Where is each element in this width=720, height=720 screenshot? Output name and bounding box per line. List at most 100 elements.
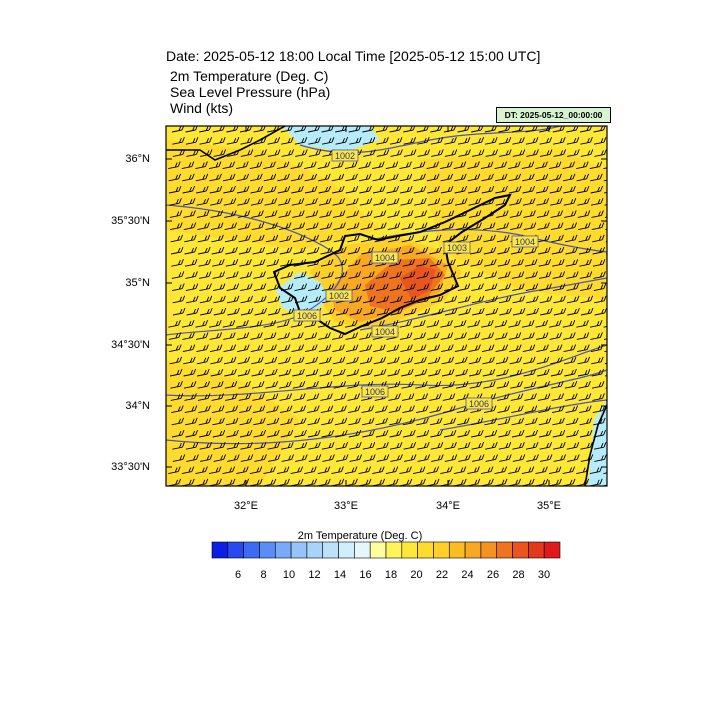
wind-barb [552, 271, 566, 279]
wind-barb [386, 173, 399, 182]
wind-barb [482, 356, 495, 365]
wind-barb [373, 210, 387, 218]
wind-barb [496, 234, 510, 243]
wind-barb [213, 307, 227, 316]
wind-barb [280, 283, 294, 292]
wind-barb [390, 307, 404, 316]
wind-barb [250, 332, 263, 340]
wind-barb [304, 161, 317, 170]
wind-barb [578, 222, 591, 231]
wind-barb [457, 283, 471, 292]
wind-barb [344, 161, 358, 170]
wind-barb [416, 271, 430, 279]
wind-barb [508, 173, 522, 182]
wind-barb [484, 417, 497, 426]
wind-barb [265, 381, 279, 389]
wind-barb [169, 356, 183, 365]
wind-barb [390, 149, 403, 157]
wind-barb [304, 466, 317, 475]
wind-barb [441, 210, 455, 218]
wind-barb [277, 344, 291, 353]
wind-barb [199, 454, 213, 462]
lat-label-36n: 36°N [125, 153, 150, 165]
wind-barb [549, 320, 562, 328]
wind-barb [591, 210, 604, 218]
wind-barb [440, 185, 454, 194]
wind-barb [564, 381, 578, 389]
wind-barb [521, 320, 535, 328]
wind-barb [318, 198, 332, 206]
wind-barb [373, 198, 386, 206]
wind-barb [417, 295, 430, 304]
wind-barb [294, 271, 307, 279]
wind-barb [607, 284, 619, 291]
wind-barb [236, 332, 250, 340]
wind-barb [293, 259, 307, 267]
wind-barb [576, 466, 589, 475]
wind-barb [358, 161, 372, 170]
wind-barb [444, 307, 458, 316]
wind-barb [360, 222, 374, 231]
wind-barb [444, 442, 457, 450]
colorbar [211, 541, 561, 559]
wind-barb [565, 405, 579, 414]
wind-barb [539, 149, 553, 157]
wind-barb [236, 320, 249, 328]
isobar-label: 1004 [371, 325, 399, 338]
wind-barb [485, 295, 498, 304]
wind-barb [239, 417, 253, 426]
wind-barb [294, 295, 308, 304]
wind-barb [426, 161, 440, 170]
wind-barb [416, 283, 430, 292]
wind-barb [321, 137, 335, 145]
wind-barb [470, 417, 484, 426]
wind-barb [223, 185, 236, 194]
wind-barb [236, 466, 249, 475]
wind-barb [485, 137, 498, 145]
lon-label-34e: 34°E [436, 500, 460, 512]
wind-barb [336, 307, 349, 316]
wind-barb [263, 173, 277, 182]
wind-barb [471, 295, 485, 304]
wind-barb [593, 126, 606, 133]
wind-barb [551, 246, 565, 255]
wind-barb [376, 442, 389, 450]
wind-barb [482, 210, 496, 218]
wind-barb [458, 307, 472, 316]
wind-barb [347, 405, 361, 414]
wind-barb [429, 417, 443, 426]
wind-barb [222, 173, 236, 182]
wind-barb [526, 307, 540, 316]
wind-barb [375, 126, 389, 133]
wind-barb [497, 259, 511, 267]
wind-barb [536, 198, 550, 206]
wind-barb [415, 393, 429, 401]
wind-barb [549, 344, 563, 353]
wind-barb [535, 320, 549, 328]
wind-barb [416, 429, 430, 438]
wind-barb [210, 368, 224, 377]
wind-barb [266, 246, 279, 255]
wind-barb [604, 350, 607, 353]
wind-barb [590, 198, 604, 206]
wind-barb [389, 283, 403, 292]
colorbar-swatch [496, 541, 513, 559]
wind-barb [536, 185, 549, 194]
wind-barb [482, 222, 496, 231]
wind-barb [307, 417, 321, 426]
colorbar-swatch [528, 541, 545, 559]
wind-barb [211, 234, 224, 243]
colorbar-swatch [464, 541, 482, 559]
wind-barb [525, 283, 539, 292]
wind-barb [252, 259, 266, 267]
wind-barb [387, 356, 400, 365]
wind-barb [428, 222, 442, 231]
wind-barb [319, 222, 333, 231]
wind-barb [170, 246, 184, 255]
wind-barb [566, 295, 580, 304]
wind-barb [468, 210, 482, 218]
wind-barb [511, 126, 525, 133]
wind-barb [580, 149, 594, 157]
wind-barb [495, 356, 509, 365]
wind-barb [334, 405, 347, 414]
